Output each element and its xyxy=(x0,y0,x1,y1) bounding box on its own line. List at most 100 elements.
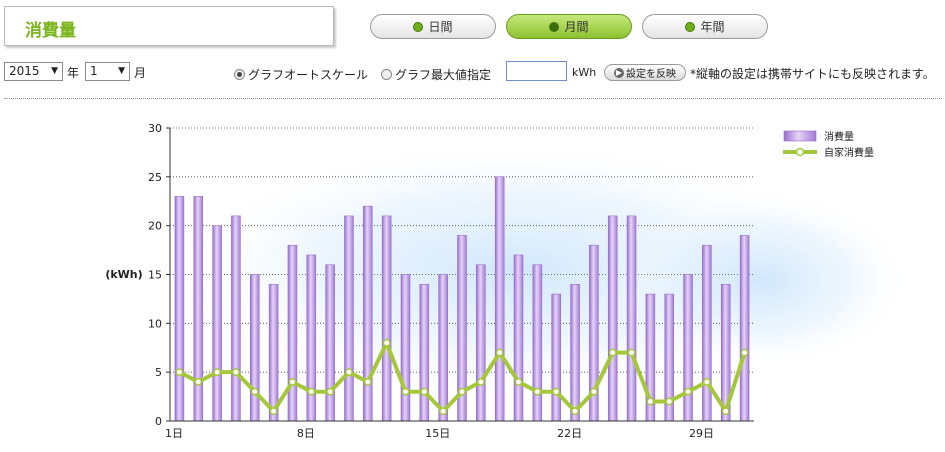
x-tick-label: 15日 xyxy=(425,427,450,440)
year-select-value: 2015 xyxy=(9,64,40,78)
bullet-icon xyxy=(413,21,424,32)
line-point xyxy=(458,387,466,396)
chart-axes: 0 5 10 15 20 25 30 1日 8日 15日 22日 29日 xyxy=(148,122,754,440)
line-point xyxy=(401,387,410,396)
bar xyxy=(363,205,373,422)
line-point xyxy=(420,387,429,396)
bar-series xyxy=(174,176,750,422)
bar xyxy=(212,225,222,422)
bar xyxy=(381,215,392,422)
bar xyxy=(702,244,712,422)
line-point xyxy=(382,338,391,347)
line-point xyxy=(552,387,561,396)
y-tick-label: 30 xyxy=(148,122,162,135)
line-point xyxy=(740,348,749,357)
legend-bar-swatch xyxy=(783,130,817,142)
line-point xyxy=(665,397,674,406)
bar xyxy=(626,215,637,422)
x-tick-label: 22日 xyxy=(557,427,582,440)
y-tick-label: 25 xyxy=(148,171,162,184)
radio-selected-icon xyxy=(234,69,245,80)
arrow-right-icon: ▶ xyxy=(614,67,624,78)
page-title: 消費量 xyxy=(25,21,76,41)
bar xyxy=(306,254,317,422)
y-axis-label: (kWh) xyxy=(105,268,142,281)
x-tick-label: 1日 xyxy=(165,427,183,440)
line-point xyxy=(533,387,542,396)
line-point xyxy=(721,407,730,416)
bar xyxy=(570,284,580,422)
legend-line-marker xyxy=(795,147,805,157)
max-unit: kWh xyxy=(572,66,597,79)
year-select[interactable]: 2015 ▼ xyxy=(4,62,63,81)
bar xyxy=(193,196,204,422)
tab-yearly-label: 年間 xyxy=(700,20,725,34)
month-select[interactable]: 1 ▼ xyxy=(85,62,130,81)
line-point xyxy=(439,407,448,416)
bar xyxy=(551,293,561,422)
tab-daily-label: 日間 xyxy=(428,20,453,34)
year-unit: 年 xyxy=(67,66,80,80)
divider xyxy=(4,98,942,99)
bar xyxy=(513,254,524,422)
bar xyxy=(739,235,750,422)
legend-label-self-consumption: 自家消費量 xyxy=(824,146,874,159)
bar xyxy=(250,274,260,422)
tab-monthly[interactable]: 月間 xyxy=(506,14,632,39)
y-tick-label: 5 xyxy=(155,366,162,379)
line-point xyxy=(476,377,485,386)
chart-legend: 消費量 自家消費量 xyxy=(783,130,874,159)
line-point xyxy=(231,368,240,377)
bar xyxy=(438,274,448,422)
bar xyxy=(607,215,618,422)
bar xyxy=(287,244,298,422)
line-point xyxy=(495,348,504,357)
bullet-icon xyxy=(685,21,696,32)
line-point xyxy=(646,397,655,406)
line-point xyxy=(571,407,579,416)
legend-label-consumption: 消費量 xyxy=(824,130,854,143)
max-value-input[interactable] xyxy=(506,61,567,81)
page-title-box: 消費量 xyxy=(4,6,334,46)
bar xyxy=(231,215,241,422)
line-point xyxy=(307,387,316,396)
bar xyxy=(174,196,185,422)
radio-auto-label: グラフオートスケール xyxy=(248,68,369,82)
settings-note: *縦軸の設定は携帯サイトにも反映されます。 xyxy=(690,67,935,81)
x-tick-label: 8日 xyxy=(297,427,315,440)
apply-settings-label: 設定を反映 xyxy=(626,69,676,80)
radio-max-value[interactable]: グラフ最大値指定 xyxy=(381,66,491,83)
y-tick-label: 15 xyxy=(148,269,162,282)
line-point xyxy=(288,377,297,386)
line-point xyxy=(684,387,693,396)
line-point xyxy=(269,407,278,416)
line-point xyxy=(345,368,353,377)
radio-unselected-icon xyxy=(381,69,392,80)
tab-monthly-label: 月間 xyxy=(564,20,589,34)
line-point xyxy=(213,368,222,377)
apply-settings-button[interactable]: ▶ 設定を反映 xyxy=(604,64,686,81)
bar xyxy=(344,215,354,422)
line-point xyxy=(702,377,711,386)
month-unit: 月 xyxy=(134,66,147,80)
line-point xyxy=(363,377,372,386)
radio-max-label: グラフ最大値指定 xyxy=(395,68,492,82)
bar xyxy=(268,284,279,422)
bar xyxy=(476,264,486,422)
tab-yearly[interactable]: 年間 xyxy=(642,14,768,39)
bar xyxy=(419,284,430,422)
y-tick-label: 0 xyxy=(155,415,162,428)
radio-auto-scale[interactable]: グラフオートスケール xyxy=(234,66,368,83)
line-point xyxy=(514,377,523,386)
bar xyxy=(683,274,693,422)
bullet-icon xyxy=(549,21,560,32)
month-select-value: 1 xyxy=(90,64,98,78)
y-tick-label: 10 xyxy=(148,317,162,330)
line-point xyxy=(194,377,203,386)
tab-daily[interactable]: 日間 xyxy=(370,14,496,39)
consumption-chart: 0 5 10 15 20 25 30 1日 8日 15日 22日 29日 (kWh) 消費量 自家消費… xyxy=(105,122,910,440)
chevron-down-icon: ▼ xyxy=(118,66,125,76)
line-point xyxy=(250,387,259,396)
line-point xyxy=(175,368,184,377)
line-point xyxy=(627,348,636,357)
